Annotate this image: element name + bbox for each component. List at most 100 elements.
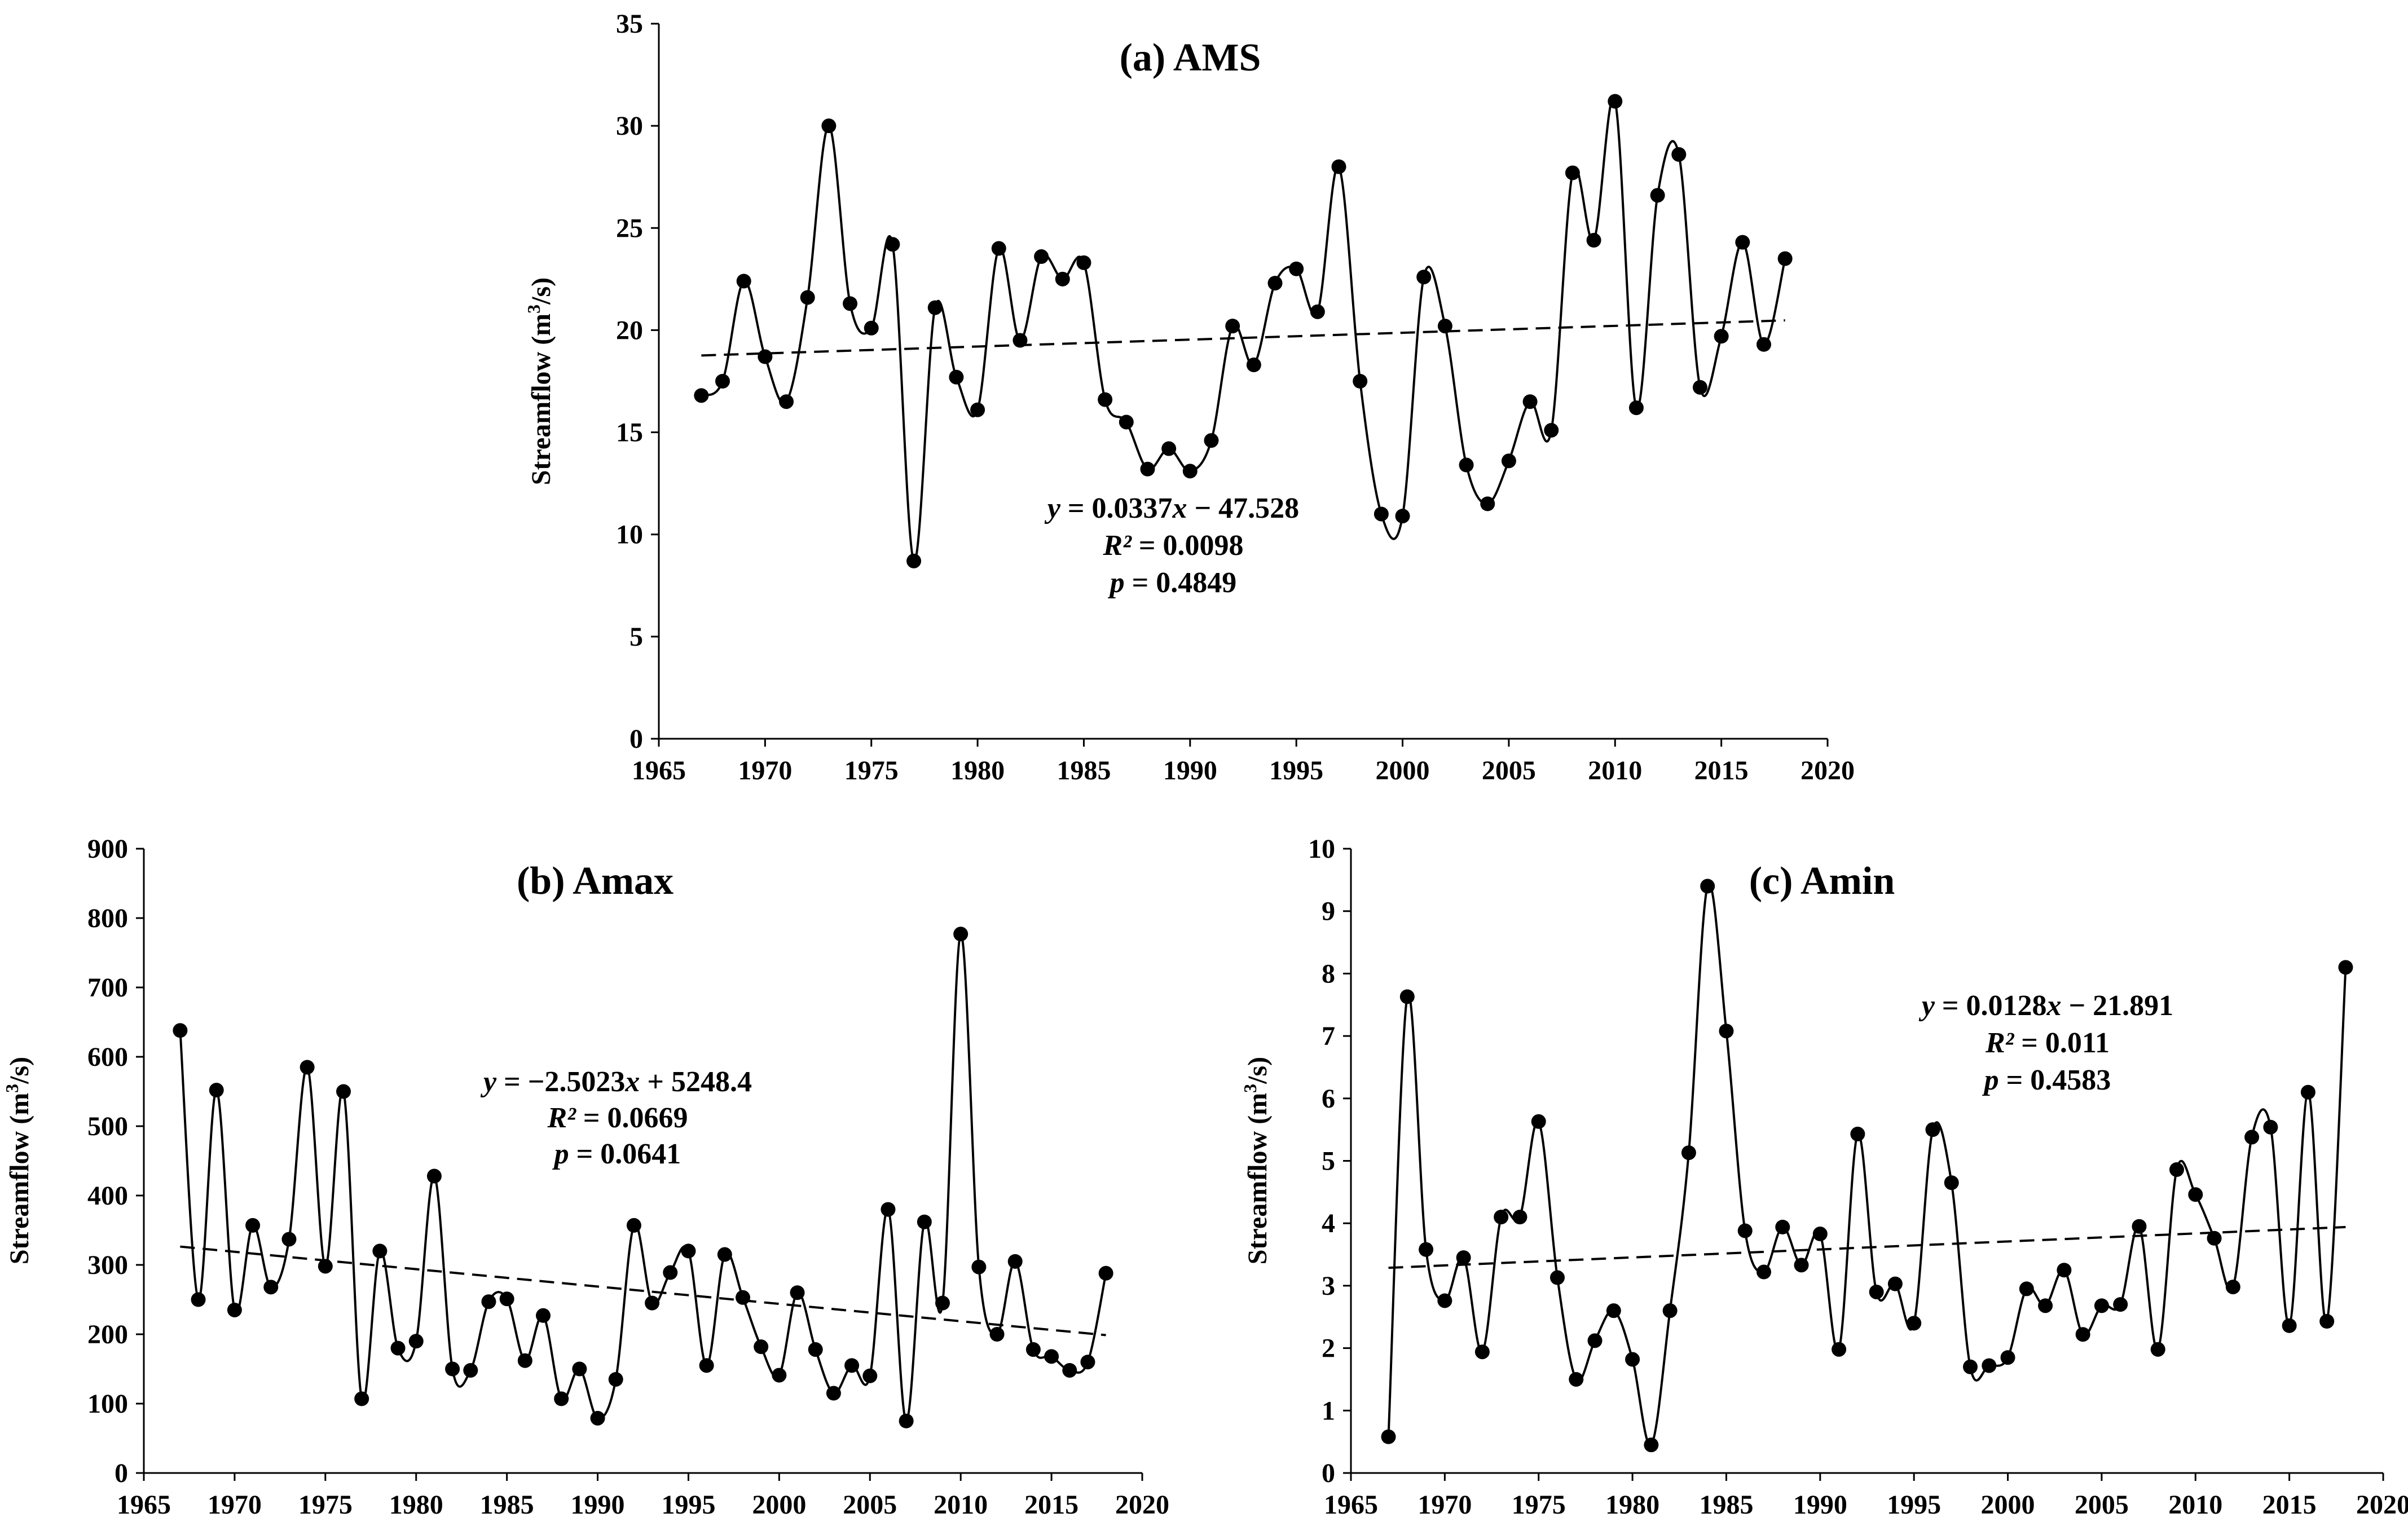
x-tick-label: 1970 bbox=[738, 756, 792, 786]
y-tick-label: 0 bbox=[1322, 1458, 1335, 1488]
data-point bbox=[754, 1339, 769, 1355]
data-point bbox=[463, 1362, 478, 1378]
data-point bbox=[227, 1302, 242, 1317]
x-tick-label: 1980 bbox=[1605, 1490, 1659, 1520]
data-point bbox=[1374, 506, 1389, 522]
data-point bbox=[881, 1202, 896, 1217]
x-tick-label: 1995 bbox=[1887, 1490, 1941, 1520]
data-point bbox=[2300, 1084, 2315, 1100]
chart-title: (a) AMS bbox=[1120, 36, 1261, 80]
data-point bbox=[300, 1060, 315, 1075]
data-point bbox=[935, 1295, 950, 1311]
y-tick-label: 0 bbox=[629, 724, 643, 754]
x-tick-label: 2020 bbox=[1801, 756, 1855, 786]
y-axis-label: Streamflow (m3/s) bbox=[2, 1057, 34, 1264]
data-point bbox=[1055, 271, 1070, 286]
data-point bbox=[927, 300, 943, 315]
data-point bbox=[209, 1083, 224, 1098]
data-point bbox=[2338, 960, 2353, 975]
data-point bbox=[1925, 1122, 1940, 1137]
data-point bbox=[821, 118, 837, 134]
data-point bbox=[1662, 1303, 1678, 1318]
data-point bbox=[1812, 1227, 1828, 1242]
equation-line: p = 0.4849 bbox=[1108, 567, 1237, 599]
data-point bbox=[800, 290, 815, 305]
data-point bbox=[1512, 1210, 1527, 1225]
x-tick-label: 1965 bbox=[117, 1490, 171, 1520]
data-point bbox=[1456, 1250, 1471, 1265]
data-point bbox=[426, 1168, 442, 1184]
x-tick-label: 1995 bbox=[661, 1490, 715, 1520]
data-point bbox=[1080, 1355, 1095, 1370]
data-point bbox=[906, 553, 922, 568]
data-point bbox=[336, 1084, 351, 1099]
data-point bbox=[1887, 1276, 1903, 1291]
data-point bbox=[536, 1308, 551, 1323]
data-point bbox=[885, 237, 900, 252]
x-tick-label: 1965 bbox=[1324, 1490, 1378, 1520]
x-tick-label: 2020 bbox=[2356, 1490, 2408, 1520]
y-tick-label: 5 bbox=[1322, 1146, 1335, 1176]
data-point bbox=[1714, 329, 1729, 344]
data-point bbox=[681, 1243, 696, 1259]
y-axis-label: Streamflow (m3/s) bbox=[523, 277, 556, 485]
y-tick-label: 700 bbox=[87, 973, 128, 1003]
data-point bbox=[2169, 1162, 2184, 1177]
equation-line: p = 0.0641 bbox=[552, 1138, 681, 1170]
y-tick-label: 0 bbox=[115, 1458, 128, 1488]
x-tick-label: 1965 bbox=[632, 756, 686, 786]
data-point bbox=[645, 1295, 660, 1311]
y-tick-label: 800 bbox=[87, 903, 128, 933]
data-point bbox=[1737, 1223, 1753, 1238]
y-tick-label: 8 bbox=[1322, 959, 1335, 989]
data-point bbox=[862, 1368, 878, 1383]
data-point bbox=[1246, 358, 1261, 373]
chart-title: (c) Amin bbox=[1749, 859, 1895, 903]
data-point bbox=[736, 1290, 750, 1305]
series-line bbox=[179, 933, 1107, 1422]
data-point bbox=[736, 274, 751, 289]
data-point bbox=[173, 1023, 188, 1038]
equation-line: R² = 0.0098 bbox=[1103, 530, 1244, 562]
data-point bbox=[1044, 1349, 1059, 1364]
data-point bbox=[390, 1340, 406, 1356]
data-point bbox=[1756, 337, 1771, 352]
data-point bbox=[1625, 1352, 1640, 1367]
equation-line: y = −2.5023x + 5248.4 bbox=[480, 1066, 752, 1098]
data-point bbox=[779, 394, 794, 409]
data-point bbox=[1700, 879, 1715, 894]
data-point bbox=[694, 388, 709, 403]
data-point bbox=[1671, 147, 1687, 162]
chart-amax: 0 100 200 300 400 500 600 700 800 900 1965 1970 1975… bbox=[2, 834, 1169, 1520]
data-point bbox=[1331, 159, 1346, 174]
data-point bbox=[843, 296, 858, 311]
data-point bbox=[1459, 457, 1474, 473]
data-point bbox=[408, 1334, 424, 1349]
data-point bbox=[263, 1280, 279, 1295]
data-point bbox=[372, 1243, 388, 1259]
data-point bbox=[1775, 1219, 1790, 1234]
trend-line bbox=[701, 319, 1785, 357]
data-point bbox=[970, 402, 985, 417]
data-point bbox=[1907, 1316, 1922, 1331]
x-tick-label: 1990 bbox=[1163, 756, 1217, 786]
equation-line: y = 0.0337x − 47.528 bbox=[1044, 492, 1299, 524]
x-tick-label: 2010 bbox=[934, 1490, 988, 1520]
x-tick-label: 1990 bbox=[571, 1490, 625, 1520]
data-point bbox=[1098, 392, 1113, 407]
data-point bbox=[715, 374, 730, 389]
data-point bbox=[1267, 276, 1283, 291]
data-point bbox=[1757, 1264, 1771, 1280]
y-tick-label: 500 bbox=[87, 1112, 128, 1141]
data-point bbox=[1225, 319, 1240, 334]
data-point bbox=[517, 1353, 532, 1368]
data-point bbox=[572, 1361, 587, 1377]
trend-line bbox=[1388, 1225, 2346, 1269]
x-tick-label: 2020 bbox=[1115, 1490, 1169, 1520]
data-point bbox=[1628, 400, 1644, 416]
data-point bbox=[772, 1368, 787, 1383]
chart-title: (b) Amax bbox=[517, 859, 673, 903]
data-point bbox=[1735, 235, 1750, 250]
x-tick-label: 1990 bbox=[1793, 1490, 1847, 1520]
